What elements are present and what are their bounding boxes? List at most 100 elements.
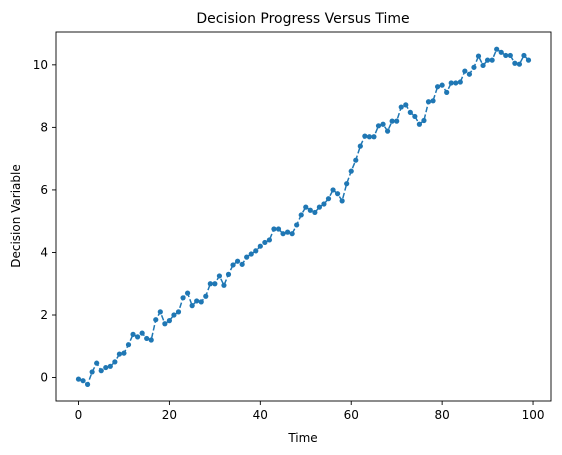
- data-point: [266, 237, 273, 243]
- x-tick-label: 80: [434, 408, 449, 422]
- data-point: [330, 187, 336, 193]
- data-point: [366, 134, 373, 140]
- data-point: [153, 317, 159, 323]
- data-point: [271, 226, 277, 232]
- y-tick-label: 0: [40, 371, 48, 385]
- data-point: [130, 331, 136, 337]
- data-point: [475, 53, 482, 59]
- data-point: [498, 49, 504, 55]
- data-point: [107, 363, 113, 369]
- data-point: [334, 191, 341, 197]
- data-point: [466, 71, 473, 77]
- data-point: [194, 298, 200, 304]
- data-point: [184, 290, 191, 296]
- data-point: [516, 61, 523, 67]
- data-point: [375, 123, 382, 129]
- data-point: [175, 309, 182, 315]
- data-point: [157, 309, 163, 315]
- data-point: [416, 121, 423, 127]
- data-point: [439, 82, 445, 88]
- data-point: [462, 68, 468, 74]
- data-point: [75, 376, 82, 382]
- data-point: [239, 261, 245, 267]
- data-point: [307, 207, 313, 213]
- data-point: [398, 104, 404, 110]
- data-point: [480, 62, 486, 69]
- plot-area: [55, 31, 552, 402]
- data-point: [312, 209, 318, 216]
- data-point: [457, 79, 463, 85]
- series-line: [78, 48, 530, 386]
- data-point: [421, 117, 427, 124]
- data-point: [448, 80, 454, 86]
- data-point: [134, 334, 141, 340]
- data-point: [275, 226, 282, 232]
- data-point: [144, 335, 150, 342]
- data-point: [98, 368, 104, 374]
- data-point: [407, 109, 413, 115]
- data-point: [325, 196, 332, 202]
- data-point: [521, 52, 527, 59]
- data-point: [371, 134, 377, 140]
- x-tick-label: 20: [162, 408, 177, 422]
- data-point: [103, 364, 109, 371]
- data-point: [303, 204, 309, 210]
- data-point: [425, 99, 432, 105]
- y-tick-label: 4: [40, 245, 48, 259]
- data-point: [180, 295, 186, 301]
- data-point: [394, 118, 400, 124]
- data-point: [225, 271, 232, 277]
- data-point: [403, 102, 409, 108]
- data-point: [234, 258, 241, 264]
- data-point: [112, 359, 118, 365]
- y-axis: 0 2 4 6 8 10: [33, 58, 56, 385]
- data-point: [248, 251, 254, 257]
- data-point: [316, 204, 323, 210]
- data-point: [244, 254, 250, 260]
- data-point: [171, 312, 177, 318]
- data-point: [203, 293, 209, 299]
- data-point: [489, 57, 495, 63]
- data-point: [198, 299, 204, 305]
- data-point: [216, 273, 223, 279]
- data-point: [162, 321, 168, 327]
- data-point: [384, 128, 391, 134]
- data-point: [357, 143, 363, 149]
- x-axis-label: Time: [287, 431, 317, 445]
- y-tick-label: 6: [40, 183, 48, 197]
- data-point: [139, 330, 145, 336]
- data-point: [339, 198, 345, 204]
- data-point: [284, 229, 291, 235]
- data-point: [344, 181, 350, 187]
- data-point: [380, 121, 386, 127]
- y-tick-label: 10: [33, 58, 48, 72]
- data-point: [298, 212, 304, 218]
- data-point: [444, 89, 450, 95]
- data-point: [389, 118, 395, 124]
- data-point: [189, 303, 195, 309]
- data-point: [166, 318, 173, 324]
- data-point: [262, 239, 268, 246]
- data-point: [89, 369, 95, 375]
- data-point: [148, 337, 154, 343]
- data-point: [121, 350, 127, 356]
- x-tick-label: 40: [253, 408, 268, 422]
- y-tick-label: 8: [40, 120, 48, 134]
- data-point: [94, 360, 100, 366]
- data-point: [280, 231, 286, 237]
- data-point: [434, 84, 441, 90]
- x-tick-label: 100: [522, 408, 545, 422]
- data-point: [221, 282, 227, 288]
- data-point: [230, 262, 236, 268]
- data-point: [289, 231, 295, 237]
- x-axis: 0 20 40 60 80 100: [75, 401, 545, 422]
- data-point: [353, 157, 359, 163]
- data-point: [453, 80, 459, 86]
- data-point: [494, 46, 500, 52]
- data-point: [525, 57, 532, 63]
- data-point: [116, 351, 123, 357]
- y-tick-label: 2: [40, 308, 48, 322]
- data-point: [348, 168, 354, 174]
- x-tick-label: 60: [344, 408, 359, 422]
